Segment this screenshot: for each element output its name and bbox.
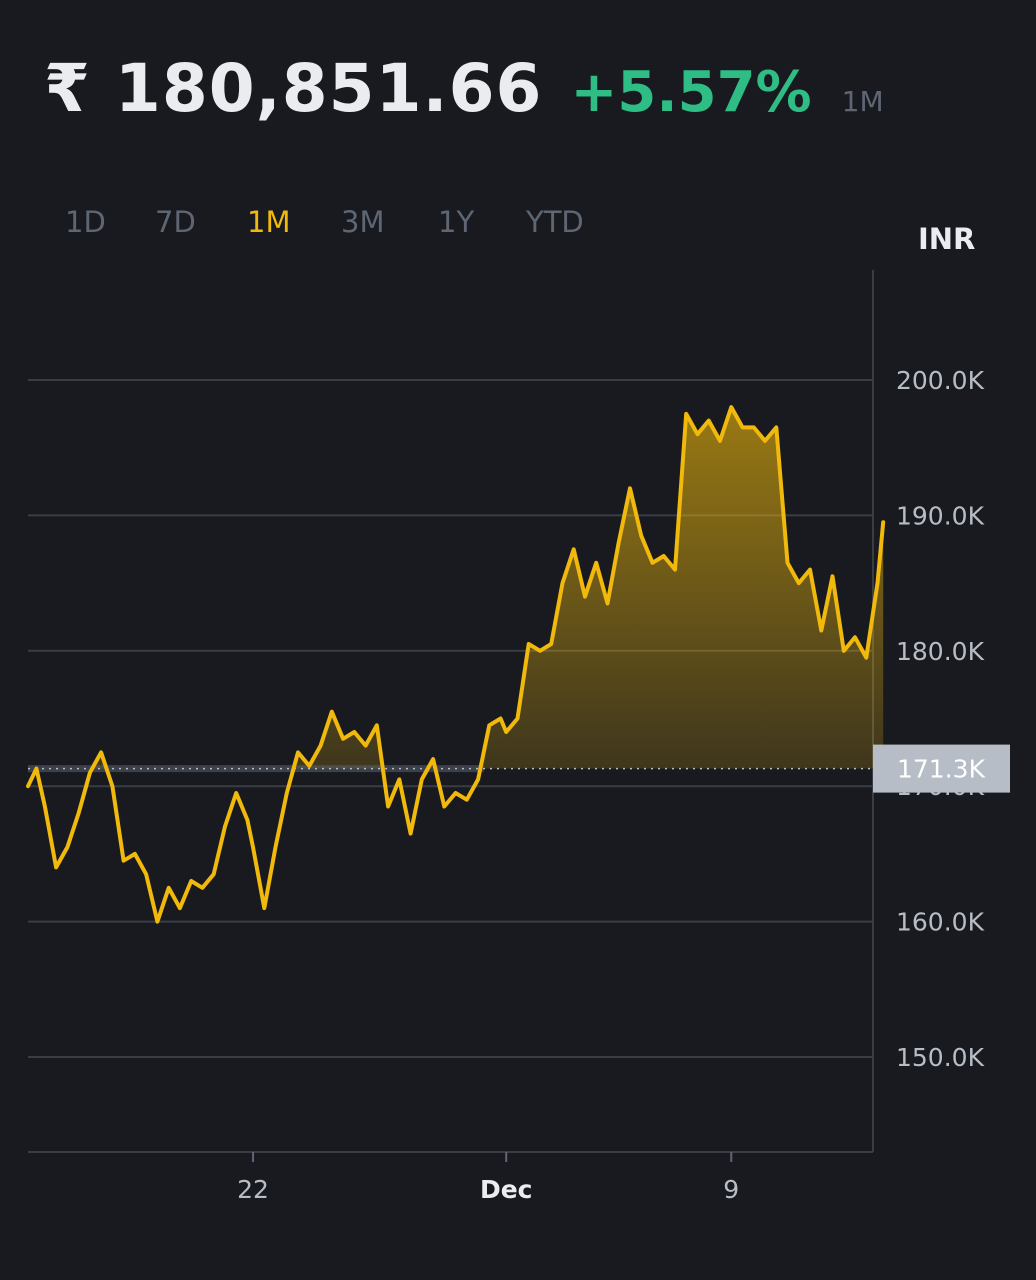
currency-label[interactable]: INR — [918, 222, 976, 256]
timeframe-tabs: 1D 7D 1M 3M 1Y YTD — [0, 205, 640, 255]
price-line — [26, 405, 886, 924]
x-tick-label: 9 — [723, 1175, 739, 1204]
x-axis: 22 Dec 9 — [237, 1152, 739, 1204]
tab-3m[interactable]: 3M — [341, 205, 385, 239]
price-header: ₹ 180,851.66 +5.57% 1M — [44, 50, 884, 130]
x-tick-label: 22 — [237, 1175, 269, 1204]
current-price-tag-label: 171.3K — [897, 755, 986, 784]
y-tick-label: 160.0K — [896, 908, 985, 937]
y-tick-label: 190.0K — [896, 501, 985, 530]
tab-1y[interactable]: 1Y — [438, 205, 475, 239]
tab-7d[interactable]: 7D — [155, 205, 196, 239]
tab-1m[interactable]: 1M — [247, 205, 291, 239]
price-area-fill — [92, 407, 884, 769]
y-tick-label: 150.0K — [896, 1043, 985, 1072]
current-price-tag-bg — [873, 744, 1010, 793]
y-tick-label: 200.0K — [896, 366, 985, 395]
current-price: ₹ 180,851.66 — [44, 50, 543, 127]
price-change-percent: +5.57% — [570, 60, 812, 125]
change-period: 1M — [841, 85, 884, 118]
x-tick-label: Dec — [480, 1175, 533, 1204]
current-price-tag: 171.3K — [873, 744, 1010, 793]
y-tick-label: 180.0K — [896, 637, 985, 666]
tab-ytd[interactable]: YTD — [526, 205, 584, 239]
tab-1d[interactable]: 1D — [65, 205, 106, 239]
